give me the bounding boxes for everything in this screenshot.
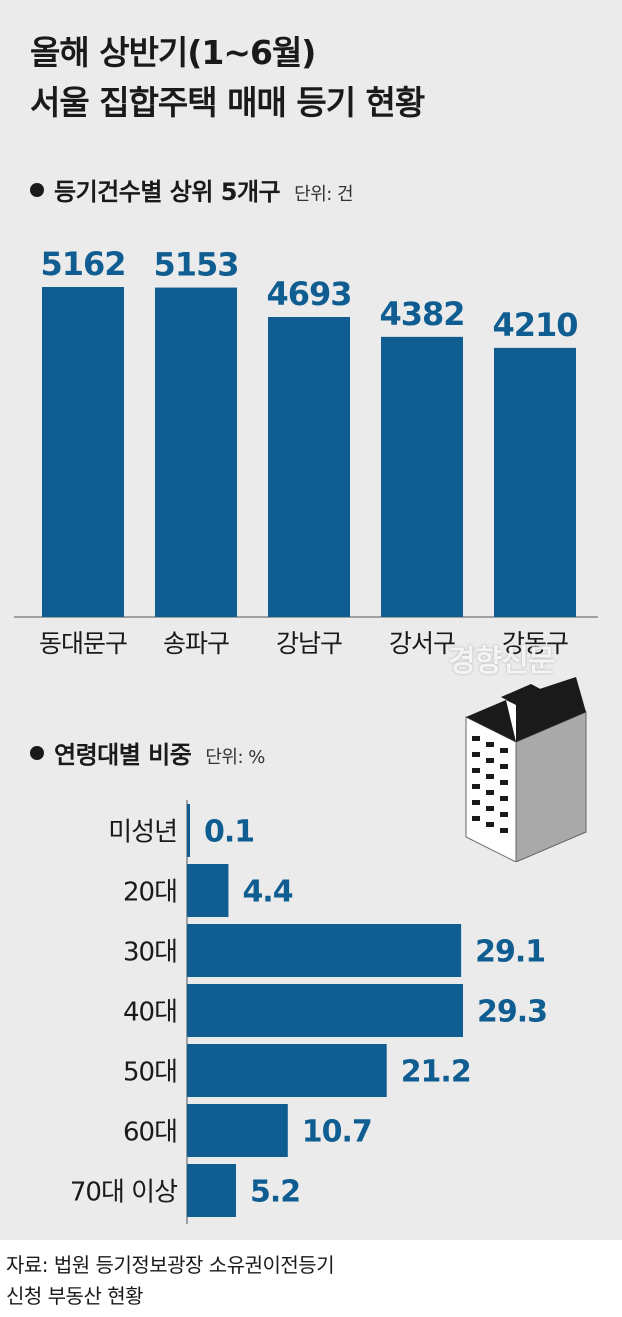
bar-20대 — [187, 864, 229, 917]
section-heading-top5: 등기건수별 상위 5개구 단위: 건 — [30, 172, 354, 207]
data-label: 0.1 — [204, 815, 254, 850]
data-label: 29.1 — [475, 935, 545, 970]
source-note: 자료: 법원 등기정보광장 소유권이전등기 신청 부동산 현황 — [0, 1240, 622, 1317]
bar-40대 — [187, 984, 463, 1037]
category-label: 40대 — [123, 998, 177, 1028]
category-label: 20대 — [123, 878, 177, 908]
category-label: 강남구 — [276, 629, 342, 658]
category-label: 30대 — [123, 938, 177, 968]
data-label: 4693 — [266, 275, 351, 313]
category-label: 강서구 — [389, 629, 455, 658]
data-label: 4210 — [492, 306, 577, 344]
data-label: 21.2 — [401, 1055, 471, 1090]
category-label: 미성년 — [108, 818, 177, 848]
section-title-top5: 등기건수별 상위 5개구 — [54, 178, 281, 206]
data-label: 5153 — [153, 246, 238, 284]
section-title-age: 연령대별 비중 — [54, 741, 192, 769]
bar-강동구 — [494, 347, 576, 617]
data-label: 5162 — [40, 245, 125, 283]
category-label: 강동구 — [502, 629, 568, 658]
category-label: 동대문구 — [39, 629, 127, 658]
bar-60대 — [187, 1104, 288, 1157]
data-label: 10.7 — [302, 1115, 372, 1150]
bar-50대 — [187, 1044, 387, 1097]
bar-강남구 — [268, 316, 350, 617]
apartment-building-icon — [465, 677, 587, 862]
unit-label-top5: 단위: 건 — [294, 184, 354, 205]
source-line2: 신청 부동산 현황 — [6, 1284, 144, 1308]
source-line1: 자료: 법원 등기정보광장 소유권이전등기 — [6, 1253, 335, 1277]
category-label: 60대 — [123, 1118, 177, 1148]
bar-70대 이상 — [187, 1164, 236, 1217]
data-label: 4.4 — [242, 875, 292, 910]
watermark: 경향신문 — [448, 644, 555, 679]
bullet-icon — [30, 183, 44, 197]
bar-송파구 — [155, 287, 237, 617]
section-heading-age: 연령대별 비중 단위: % — [30, 735, 265, 770]
chart-title-line2: 서울 집합주택 매매 등기 현황 — [30, 83, 425, 122]
unit-label-age: 단위: % — [205, 747, 265, 768]
data-label: 5.2 — [250, 1175, 300, 1210]
category-label: 50대 — [123, 1058, 177, 1088]
data-label: 29.3 — [477, 995, 547, 1030]
bar-30대 — [187, 924, 462, 977]
bullet-icon — [30, 746, 44, 760]
chart-title-line1: 올해 상반기(1~6월) — [30, 33, 316, 72]
category-label: 송파구 — [163, 629, 229, 658]
category-label: 70대 이상 — [70, 1178, 177, 1208]
bar-미성년 — [187, 804, 190, 857]
data-label: 4382 — [379, 295, 464, 333]
chart-title: 올해 상반기(1~6월) 서울 집합주택 매매 등기 현황 — [30, 28, 425, 128]
bar-chart-districts: 5162 동대문구 5153 송파구 4693 강남구 4382 강서구 4210 강동구 — [14, 245, 598, 658]
bar-강서구 — [381, 336, 463, 617]
bar-동대문구 — [42, 287, 124, 617]
bar-chart-age-groups: 0.1 미성년 4.4 20대 29.1 30대 29.3 40대 21.2 50대 10.7 60대… — [70, 800, 548, 1224]
